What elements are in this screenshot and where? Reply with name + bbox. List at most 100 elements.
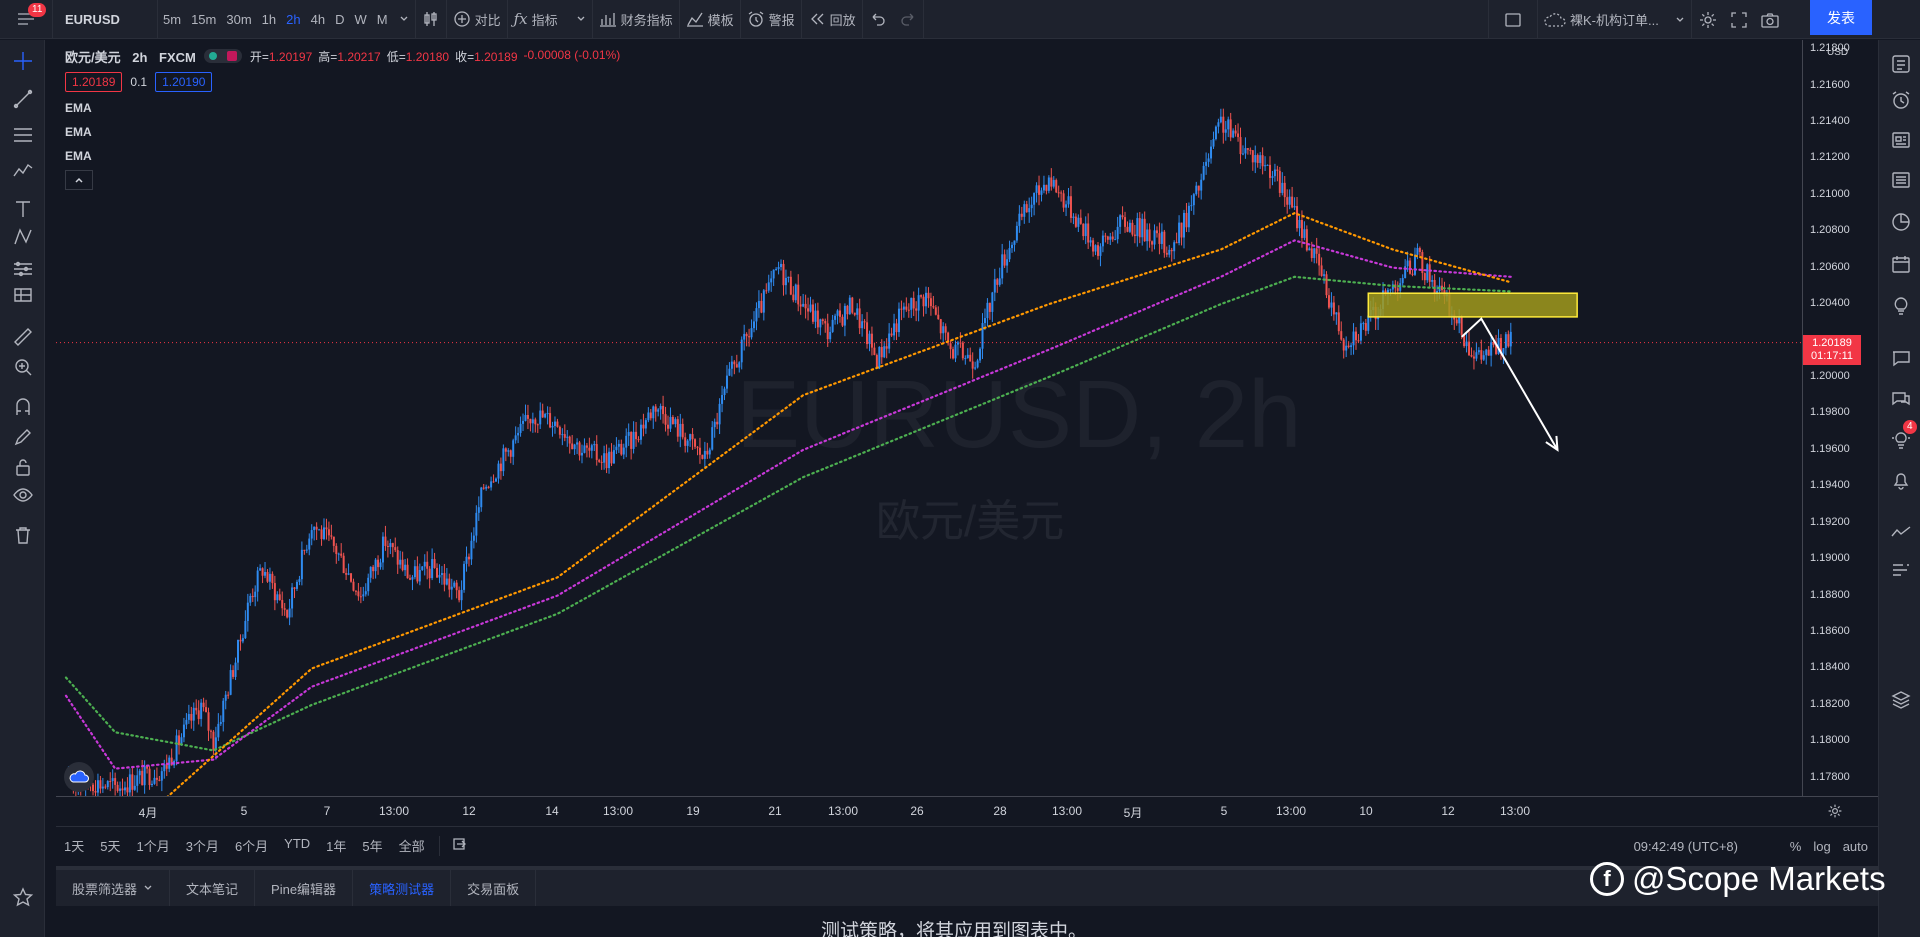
alert-button[interactable]: 警报 bbox=[741, 0, 801, 39]
news-button[interactable] bbox=[1889, 128, 1913, 152]
range-button[interactable]: 6个月 bbox=[234, 839, 269, 854]
dom-button[interactable] bbox=[1889, 558, 1913, 582]
indicators-button[interactable]: ƒx 指标 bbox=[508, 0, 592, 39]
range-button[interactable]: 全部 bbox=[398, 839, 425, 854]
log-scale-toggle[interactable]: log bbox=[1813, 839, 1831, 854]
redo-button[interactable] bbox=[893, 0, 923, 39]
stay-in-drawing-tool[interactable] bbox=[12, 426, 34, 448]
buy-price-button[interactable]: 1.20190 bbox=[155, 72, 213, 92]
chart-type-button[interactable] bbox=[416, 0, 446, 39]
ideas-button[interactable] bbox=[1889, 294, 1913, 318]
layout-select-button[interactable] bbox=[1489, 0, 1537, 39]
calendar-button[interactable] bbox=[1889, 252, 1913, 276]
favorites-tool[interactable] bbox=[12, 886, 34, 908]
newspaper-icon bbox=[1892, 132, 1910, 148]
collapse-indicators-button[interactable] bbox=[65, 170, 93, 190]
candle-body bbox=[207, 712, 210, 731]
range-button[interactable]: 1个月 bbox=[136, 839, 170, 854]
candle-body bbox=[610, 451, 613, 464]
financials-button[interactable]: 财务指标 bbox=[593, 0, 679, 39]
notifications-button[interactable] bbox=[1889, 468, 1913, 492]
fullscreen-button[interactable] bbox=[1724, 0, 1754, 39]
compare-button[interactable]: 对比 bbox=[447, 0, 507, 39]
range-button[interactable]: 1年 bbox=[326, 839, 347, 854]
interval-1h[interactable]: 1h bbox=[261, 11, 277, 27]
bottom-tab[interactable]: 文本笔记 bbox=[170, 870, 256, 906]
ema-indicator-label-1[interactable]: EMA bbox=[65, 101, 92, 115]
percent-scale-toggle[interactable]: % bbox=[1789, 839, 1802, 854]
interval-30m[interactable]: 30m bbox=[226, 11, 252, 27]
interval-5m[interactable]: 5m bbox=[163, 11, 182, 27]
horizontal-lines-tool[interactable] bbox=[12, 124, 34, 146]
ideas-stream-button[interactable] bbox=[1889, 428, 1913, 452]
bottom-tab[interactable]: Pine编辑器 bbox=[255, 870, 354, 906]
remove-drawings-tool[interactable] bbox=[12, 524, 34, 546]
range-button[interactable]: 5年 bbox=[362, 839, 383, 854]
main-menu-button[interactable]: 11 bbox=[0, 0, 52, 39]
interval-dropdown-button[interactable] bbox=[393, 0, 415, 39]
chart-pane[interactable]: EURUSD, 2h 欧元/美元 bbox=[56, 40, 1801, 796]
hotlists-button[interactable] bbox=[1889, 210, 1913, 234]
layout-name-select[interactable]: 裸K-机构订单... bbox=[1538, 0, 1691, 39]
candle-body bbox=[1151, 241, 1154, 245]
undo-button[interactable] bbox=[863, 0, 893, 39]
auto-scale-toggle[interactable]: auto bbox=[1842, 839, 1868, 854]
forecast-tool[interactable] bbox=[12, 286, 34, 308]
candle-body bbox=[526, 414, 529, 419]
bottom-tab[interactable]: 股票筛选器 bbox=[56, 870, 171, 906]
candle-body bbox=[1352, 331, 1355, 346]
magnet-tool[interactable] bbox=[12, 396, 34, 418]
data-window-button[interactable] bbox=[1889, 168, 1913, 192]
range-button[interactable]: 5天 bbox=[100, 839, 121, 854]
bottom-tab[interactable]: 交易面板 bbox=[451, 870, 537, 906]
text-tool[interactable] bbox=[12, 198, 34, 220]
templates-button[interactable]: 模板 bbox=[680, 0, 740, 39]
symbol-title[interactable]: 欧元/美元 2h FXCM bbox=[65, 47, 196, 66]
candle-body bbox=[1342, 339, 1345, 351]
order-panel-button[interactable] bbox=[1889, 520, 1913, 544]
ema-indicator-label-2[interactable]: EMA bbox=[65, 125, 92, 139]
range-button[interactable]: 1天 bbox=[64, 839, 85, 854]
xabcd-tool[interactable] bbox=[12, 226, 34, 248]
settings-button[interactable] bbox=[1692, 0, 1724, 39]
measure-tool[interactable] bbox=[12, 326, 34, 348]
layers-button[interactable] bbox=[1889, 688, 1913, 712]
lock-drawings-tool[interactable] bbox=[12, 456, 34, 478]
bottom-tab[interactable]: 策略测试器 bbox=[353, 870, 452, 906]
ema-indicator-label-3[interactable]: EMA bbox=[65, 149, 92, 163]
range-button[interactable]: YTD bbox=[284, 836, 311, 851]
zoom-tool[interactable] bbox=[12, 356, 34, 378]
sell-price-button[interactable]: 1.20189 bbox=[65, 72, 123, 92]
chats-button[interactable] bbox=[1889, 346, 1913, 370]
symbol-search-button[interactable]: EURUSD bbox=[65, 11, 120, 27]
candle-body bbox=[298, 579, 301, 582]
interval-2h[interactable]: 2h bbox=[286, 11, 301, 27]
screenshot-button[interactable] bbox=[1754, 0, 1786, 39]
pattern-tool[interactable] bbox=[12, 160, 34, 182]
interval-4h[interactable]: 4h bbox=[310, 11, 326, 27]
axis-settings-button[interactable] bbox=[1827, 803, 1843, 824]
goto-date-button[interactable] bbox=[446, 836, 474, 855]
replay-button[interactable]: 回放 bbox=[802, 0, 862, 39]
interval-15m[interactable]: 15m bbox=[191, 11, 217, 27]
private-chats-button[interactable] bbox=[1889, 386, 1913, 410]
timezone-clock[interactable]: 09:42:49 (UTC+8) bbox=[1633, 839, 1738, 854]
legend-visibility-toggle[interactable] bbox=[203, 49, 242, 63]
range-button[interactable]: 3个月 bbox=[185, 839, 219, 854]
candle-body bbox=[1330, 302, 1333, 308]
crosshair-tool[interactable] bbox=[12, 50, 34, 72]
price-chart[interactable] bbox=[56, 40, 1801, 796]
tradingview-logo[interactable] bbox=[64, 762, 94, 792]
hide-drawings-tool[interactable] bbox=[12, 484, 34, 506]
trendline-tool[interactable] bbox=[12, 88, 34, 110]
currency-label[interactable]: USD bbox=[1825, 47, 1851, 58]
fib-tool[interactable] bbox=[12, 258, 34, 280]
interval-M[interactable]: M bbox=[376, 11, 388, 27]
interval-D[interactable]: D bbox=[335, 11, 345, 27]
alerts-panel-button[interactable] bbox=[1889, 88, 1913, 112]
watchlist-button[interactable] bbox=[1889, 52, 1913, 76]
price-axis[interactable]: USD 1.21800 1.21600 1.21400 1.21200 1.21000 1… bbox=[1802, 40, 1878, 796]
time-axis[interactable]: 4月 5 7 13:00 12 14 13:00 19 21 13:00 26 28 13:00 5月 5 1… bbox=[56, 796, 1878, 824]
publish-button[interactable]: 发表 bbox=[1810, 0, 1872, 35]
interval-W[interactable]: W bbox=[354, 11, 367, 27]
